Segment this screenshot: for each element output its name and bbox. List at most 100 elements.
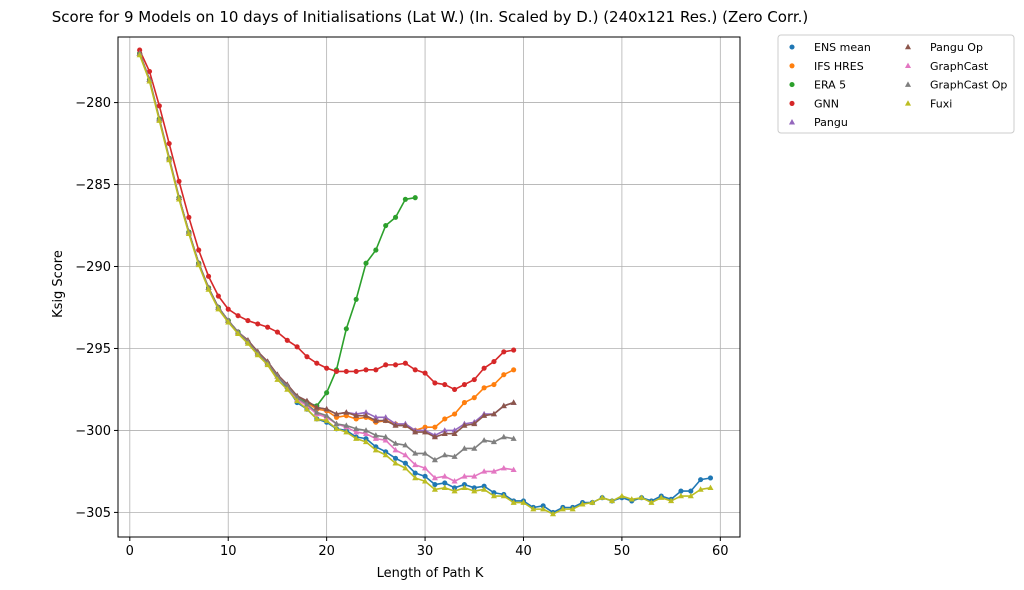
- data-point: [353, 368, 359, 374]
- data-point: [412, 470, 418, 476]
- data-point: [274, 329, 280, 335]
- data-point: [510, 399, 517, 405]
- data-point: [324, 365, 330, 371]
- data-point: [156, 117, 163, 123]
- legend-item: GNN: [789, 97, 839, 110]
- data-point: [491, 490, 497, 496]
- data-point: [284, 337, 290, 343]
- data-point: [441, 427, 448, 433]
- data-point: [422, 424, 428, 430]
- data-point: [392, 455, 399, 461]
- data-point: [343, 368, 349, 374]
- x-tick-label: 50: [614, 544, 631, 559]
- data-point: [461, 381, 467, 388]
- x-axis-label: Length of Path K: [377, 566, 484, 581]
- data-point: [343, 326, 349, 332]
- data-point: [303, 401, 311, 407]
- data-point: [451, 453, 458, 459]
- data-point: [186, 214, 192, 220]
- data-point: [589, 499, 596, 505]
- data-point: [510, 499, 517, 505]
- data-point: [324, 390, 330, 396]
- legend-marker: [789, 82, 795, 88]
- legend-label: ENS mean: [814, 41, 871, 54]
- data-point: [205, 273, 212, 279]
- data-point: [175, 196, 183, 202]
- data-point: [412, 450, 419, 456]
- data-point: [313, 415, 320, 422]
- data-point: [383, 362, 389, 368]
- data-point: [362, 412, 370, 418]
- data-point: [382, 433, 389, 440]
- data-point: [471, 485, 477, 491]
- data-point: [432, 380, 438, 386]
- data-point: [442, 480, 448, 486]
- legend-marker: [904, 100, 912, 106]
- data-point: [294, 397, 301, 404]
- x-tick-label: 40: [515, 544, 532, 559]
- legend-marker: [904, 43, 912, 50]
- data-point: [303, 405, 311, 412]
- series-layer: [136, 47, 714, 517]
- legend-marker: [789, 44, 795, 50]
- data-point: [412, 474, 419, 481]
- data-point: [323, 405, 330, 412]
- x-axis: 0 10 20 30 40 50 60: [126, 537, 729, 559]
- data-point: [442, 381, 448, 388]
- data-point: [481, 483, 487, 489]
- data-point: [372, 446, 379, 453]
- data-point: [402, 196, 408, 202]
- data-point: [530, 505, 537, 512]
- grid: [118, 37, 740, 537]
- data-point: [471, 420, 478, 427]
- data-point: [343, 428, 350, 435]
- data-point: [333, 368, 340, 374]
- data-point: [491, 359, 497, 365]
- legend-item: IFS HRES: [789, 60, 864, 73]
- data-point: [510, 435, 517, 441]
- data-point: [412, 461, 419, 468]
- data-point: [707, 475, 714, 481]
- data-point: [362, 438, 370, 445]
- y-tick-label: −300: [75, 424, 111, 439]
- data-point: [471, 395, 477, 401]
- data-point: [392, 362, 399, 368]
- data-point: [392, 446, 399, 453]
- x-tick-label: 20: [318, 544, 335, 559]
- data-point: [422, 473, 428, 479]
- legend-item: GraphCast: [904, 60, 989, 73]
- data-point: [244, 340, 251, 346]
- y-axis: −280 −285 −290 −295 −300 −305: [75, 96, 118, 521]
- data-point: [540, 503, 546, 509]
- data-point: [382, 437, 389, 443]
- y-tick-label: −305: [75, 506, 111, 521]
- data-point: [559, 505, 566, 512]
- data-point: [323, 417, 330, 423]
- data-point: [264, 361, 271, 368]
- series-fuxi: [136, 51, 714, 517]
- data-point: [540, 505, 547, 512]
- data-point: [392, 440, 399, 446]
- data-point: [402, 441, 409, 448]
- data-point: [431, 474, 438, 481]
- data-point: [500, 492, 507, 499]
- data-point: [254, 351, 261, 358]
- data-point: [225, 319, 232, 325]
- plot-background: [118, 37, 740, 537]
- data-point: [303, 397, 311, 404]
- y-tick-label: −295: [75, 342, 111, 357]
- data-point: [304, 354, 310, 360]
- legend-item: GraphCast Op: [904, 79, 1007, 92]
- data-point: [451, 487, 458, 494]
- data-point: [372, 414, 379, 420]
- legend-label: Fuxi: [930, 97, 952, 110]
- data-point: [471, 445, 478, 451]
- data-point: [609, 497, 616, 504]
- data-point: [313, 409, 320, 415]
- data-point: [422, 450, 429, 456]
- data-point: [461, 400, 467, 406]
- data-point: [353, 412, 360, 418]
- legend: ENS mean IFS HRES ERA 5 GNN Pangu Pangu Op Gra…: [777, 34, 1015, 134]
- series-gnn: [137, 47, 517, 393]
- data-point: [402, 422, 409, 428]
